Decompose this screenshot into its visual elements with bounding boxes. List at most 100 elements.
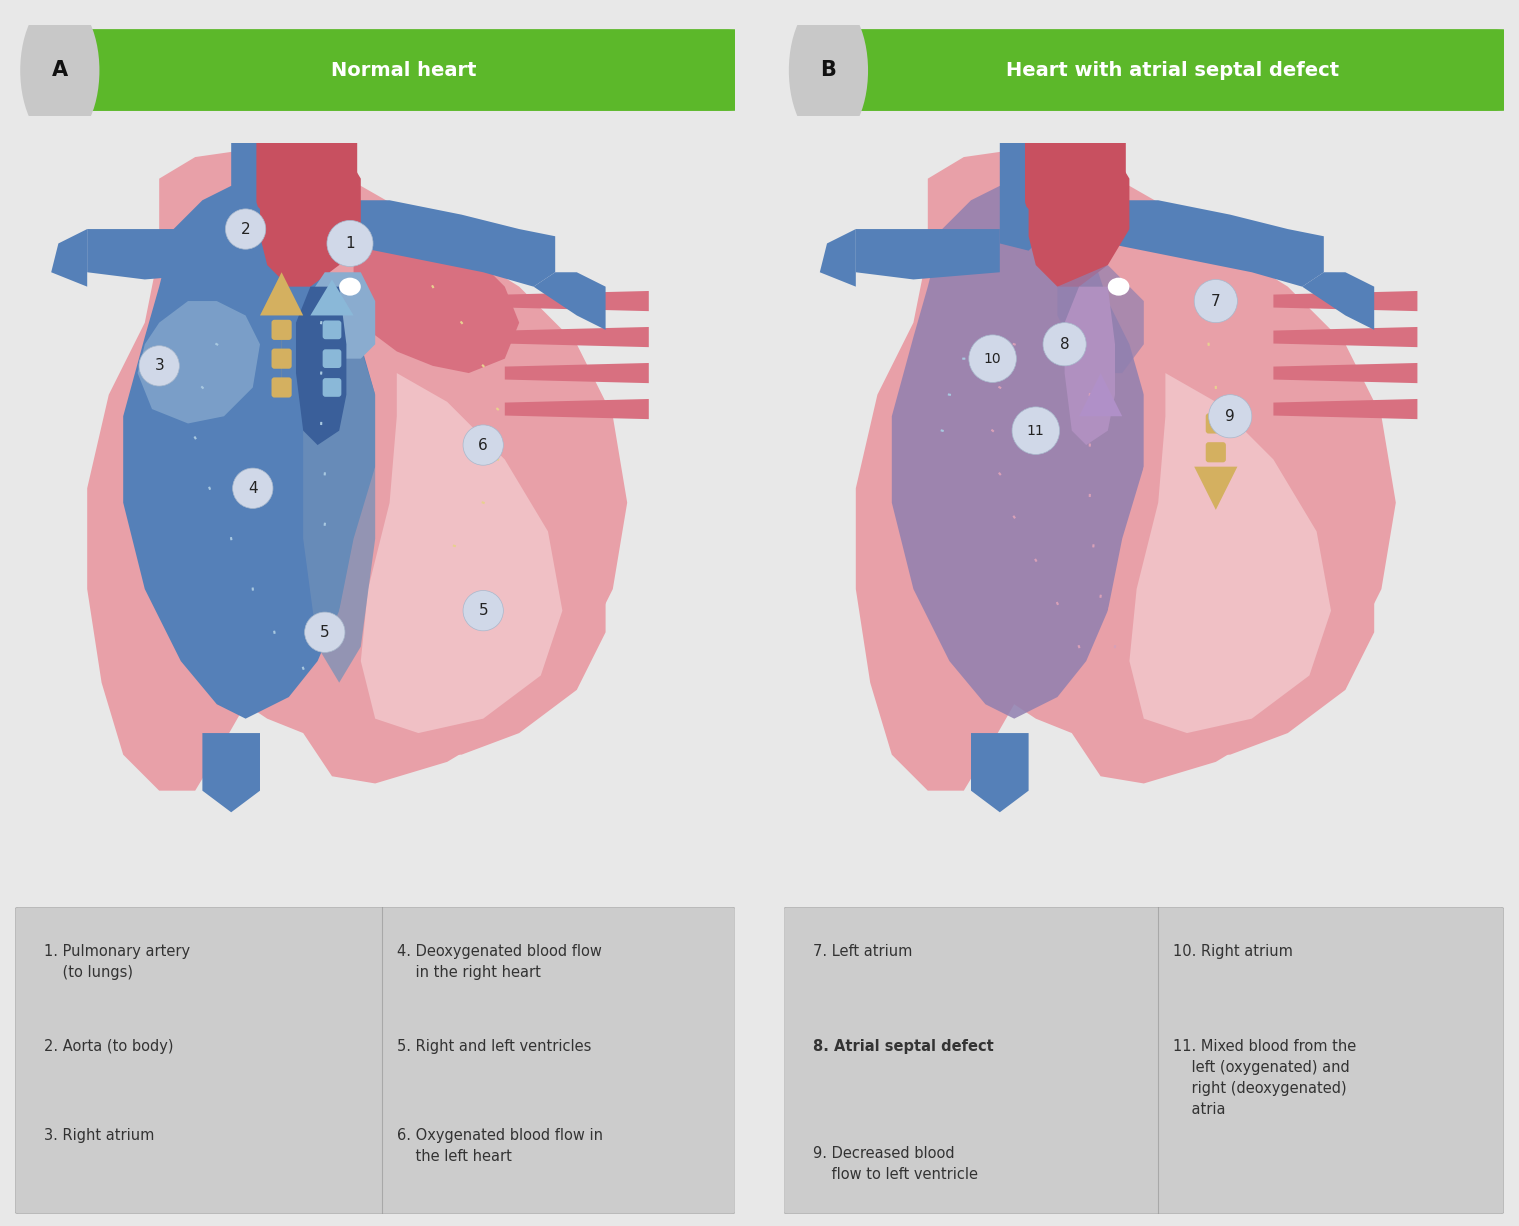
Circle shape [463,591,503,631]
FancyBboxPatch shape [1113,645,1116,649]
FancyBboxPatch shape [431,284,434,288]
FancyBboxPatch shape [302,667,305,671]
Polygon shape [123,186,375,718]
FancyBboxPatch shape [810,29,1511,110]
Polygon shape [1273,363,1417,384]
Polygon shape [1273,291,1417,311]
FancyBboxPatch shape [1089,494,1091,497]
Text: 10: 10 [984,352,1001,365]
Polygon shape [339,200,556,287]
Polygon shape [504,363,649,384]
Polygon shape [1273,327,1417,347]
Polygon shape [533,272,606,330]
FancyBboxPatch shape [208,487,211,490]
FancyBboxPatch shape [1215,429,1217,433]
FancyBboxPatch shape [216,343,219,346]
FancyBboxPatch shape [1056,602,1059,606]
FancyBboxPatch shape [1089,394,1091,396]
FancyBboxPatch shape [1206,443,1226,462]
FancyBboxPatch shape [460,321,463,325]
FancyBboxPatch shape [273,630,275,634]
FancyBboxPatch shape [1092,544,1095,548]
Polygon shape [1107,345,1375,755]
Text: 11. Mixed blood from the
    left (oxygenated) and
    right (deoxygenated)
    : 11. Mixed blood from the left (oxygenate… [1173,1040,1356,1117]
Ellipse shape [1107,277,1130,295]
Text: 11: 11 [1027,424,1045,438]
FancyBboxPatch shape [940,429,943,432]
Text: Heart with atrial septal defect: Heart with atrial septal defect [1006,61,1340,80]
FancyBboxPatch shape [495,407,500,411]
FancyBboxPatch shape [495,457,500,461]
Text: 4: 4 [248,481,258,495]
Circle shape [463,425,503,465]
Circle shape [327,221,374,266]
Polygon shape [87,150,627,791]
Ellipse shape [20,0,99,143]
Polygon shape [1123,215,1288,373]
Polygon shape [231,142,281,250]
FancyBboxPatch shape [998,472,1001,476]
FancyBboxPatch shape [252,587,254,591]
FancyBboxPatch shape [998,386,1001,389]
Polygon shape [1000,142,1050,250]
Text: 1: 1 [345,235,355,251]
Circle shape [969,335,1016,383]
Polygon shape [1107,200,1325,287]
FancyBboxPatch shape [322,378,342,397]
Text: 5: 5 [478,603,488,618]
Text: Normal heart: Normal heart [331,61,477,80]
FancyBboxPatch shape [1208,342,1209,346]
FancyBboxPatch shape [990,429,995,433]
Circle shape [1209,395,1252,438]
FancyBboxPatch shape [1025,132,1126,211]
FancyBboxPatch shape [41,29,743,110]
Polygon shape [362,373,562,733]
FancyBboxPatch shape [322,320,342,340]
FancyBboxPatch shape [15,907,735,1214]
Polygon shape [310,272,375,359]
FancyBboxPatch shape [1100,595,1101,598]
Polygon shape [1302,272,1375,330]
Polygon shape [892,186,1144,718]
FancyBboxPatch shape [272,320,292,340]
Polygon shape [1078,373,1123,417]
Circle shape [225,208,266,249]
FancyBboxPatch shape [1013,343,1016,346]
Text: 6: 6 [478,438,488,452]
FancyBboxPatch shape [322,349,342,368]
FancyBboxPatch shape [482,501,485,504]
Text: 8: 8 [1060,337,1069,352]
Polygon shape [820,229,855,287]
FancyBboxPatch shape [784,907,1504,1214]
Polygon shape [1130,373,1331,733]
Polygon shape [260,272,304,315]
Circle shape [140,346,179,386]
Polygon shape [855,150,1396,791]
Circle shape [305,612,345,652]
FancyBboxPatch shape [272,348,292,369]
Text: 7. Left atrium: 7. Left atrium [813,944,911,959]
Text: 4. Deoxygenated blood flow
    in the right heart: 4. Deoxygenated blood flow in the right … [396,944,602,980]
FancyBboxPatch shape [321,321,322,325]
Ellipse shape [339,277,362,295]
FancyBboxPatch shape [962,358,966,359]
FancyBboxPatch shape [482,364,485,368]
Polygon shape [296,287,346,445]
FancyBboxPatch shape [1013,515,1016,519]
Ellipse shape [788,0,867,143]
Circle shape [1194,280,1238,322]
Text: B: B [820,60,837,81]
Polygon shape [504,327,649,347]
Text: 3: 3 [155,358,164,374]
FancyBboxPatch shape [324,522,327,526]
Text: 9: 9 [1226,408,1235,424]
Polygon shape [855,229,1000,280]
Polygon shape [87,229,231,280]
Polygon shape [354,215,519,373]
Polygon shape [1065,287,1115,445]
Circle shape [1044,322,1086,365]
Polygon shape [304,302,375,683]
Polygon shape [310,280,354,315]
Text: 10. Right atrium: 10. Right atrium [1173,944,1293,959]
Polygon shape [138,302,260,423]
